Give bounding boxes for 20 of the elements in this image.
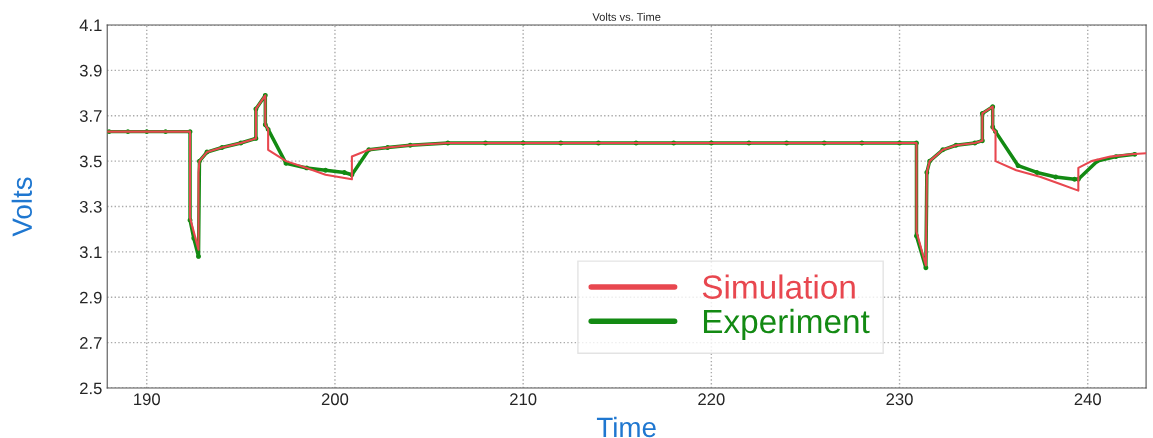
y-tick-label: 2.9 [80, 291, 102, 304]
x-axis-title: Time [596, 416, 656, 438]
y-tick-label: 3.9 [79, 64, 102, 77]
y-tick-label: 2.7 [80, 337, 102, 349]
x-tick-label: 220 [698, 393, 725, 406]
x-tick-label: 240 [1074, 393, 1101, 406]
x-tick-label: 200 [321, 393, 349, 406]
y-tick-label: 3.3 [79, 200, 102, 213]
y-tick-label: 2.5 [80, 382, 102, 395]
y-tick-label: 3.7 [79, 110, 102, 122]
y-axis-title: Volts [11, 177, 33, 237]
legend-label: Experiment [703, 308, 870, 340]
chart-title: Volts vs. Time [592, 12, 661, 21]
x-tick-label: 190 [134, 393, 160, 406]
y-tick-label: 4.1 [79, 19, 102, 32]
x-tick-label: 210 [510, 393, 537, 406]
y-tick-label: 3.5 [79, 155, 102, 168]
legend-label: Simulation [702, 274, 855, 299]
x-tick-label: 230 [886, 393, 913, 406]
y-tick-label: 3.1 [79, 246, 102, 259]
